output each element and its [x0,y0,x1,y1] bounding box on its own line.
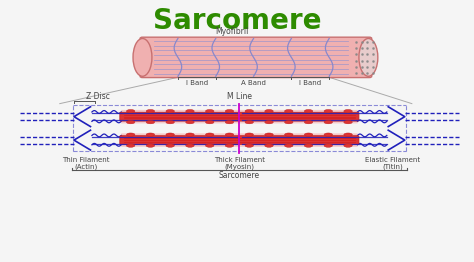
Ellipse shape [146,144,155,147]
Ellipse shape [324,121,333,124]
Ellipse shape [127,133,135,136]
Ellipse shape [344,144,352,147]
Ellipse shape [284,133,293,136]
Text: Z Disc: Z Disc [86,91,109,101]
Ellipse shape [344,110,352,113]
Ellipse shape [127,144,135,147]
Ellipse shape [225,133,234,136]
Ellipse shape [225,110,234,113]
FancyBboxPatch shape [121,110,357,123]
Ellipse shape [186,133,194,136]
Ellipse shape [324,133,333,136]
Ellipse shape [284,110,293,113]
FancyBboxPatch shape [121,133,357,147]
Ellipse shape [265,110,273,113]
Ellipse shape [205,121,214,124]
Ellipse shape [186,144,194,147]
Ellipse shape [265,144,273,147]
FancyBboxPatch shape [120,112,359,121]
Ellipse shape [304,121,313,124]
Ellipse shape [127,110,135,113]
Ellipse shape [265,121,273,124]
Ellipse shape [245,110,254,113]
Text: Sarcomere: Sarcomere [219,171,260,180]
Ellipse shape [127,121,135,124]
Ellipse shape [225,121,234,124]
Ellipse shape [304,110,313,113]
Text: Thin Filament
(Actin): Thin Filament (Actin) [62,156,109,170]
Ellipse shape [265,133,273,136]
Ellipse shape [205,110,214,113]
Ellipse shape [344,133,352,136]
Text: Thick Filament
(Myosin): Thick Filament (Myosin) [214,156,265,170]
Ellipse shape [166,121,174,124]
Ellipse shape [166,110,174,113]
Ellipse shape [324,110,333,113]
Ellipse shape [205,133,214,136]
Text: Sarcomere: Sarcomere [153,7,321,35]
FancyBboxPatch shape [120,136,359,145]
Ellipse shape [133,39,152,76]
Ellipse shape [186,110,194,113]
Ellipse shape [245,144,254,147]
FancyBboxPatch shape [140,37,372,78]
Text: Myofibril: Myofibril [216,28,249,36]
Ellipse shape [146,110,155,113]
Ellipse shape [146,133,155,136]
Ellipse shape [359,39,378,76]
Ellipse shape [245,121,254,124]
Ellipse shape [146,121,155,124]
Text: I Band: I Band [299,80,321,86]
Ellipse shape [166,144,174,147]
Ellipse shape [344,121,352,124]
Ellipse shape [245,133,254,136]
Text: M Line: M Line [227,91,252,101]
Ellipse shape [324,144,333,147]
Ellipse shape [205,144,214,147]
Text: Elastic Filament
(Titin): Elastic Filament (Titin) [365,156,420,170]
Text: I Band: I Band [186,80,208,86]
Ellipse shape [304,133,313,136]
Ellipse shape [284,144,293,147]
Ellipse shape [225,144,234,147]
Ellipse shape [304,144,313,147]
Text: A Band: A Band [241,80,266,86]
Ellipse shape [186,121,194,124]
Ellipse shape [284,121,293,124]
Ellipse shape [166,133,174,136]
